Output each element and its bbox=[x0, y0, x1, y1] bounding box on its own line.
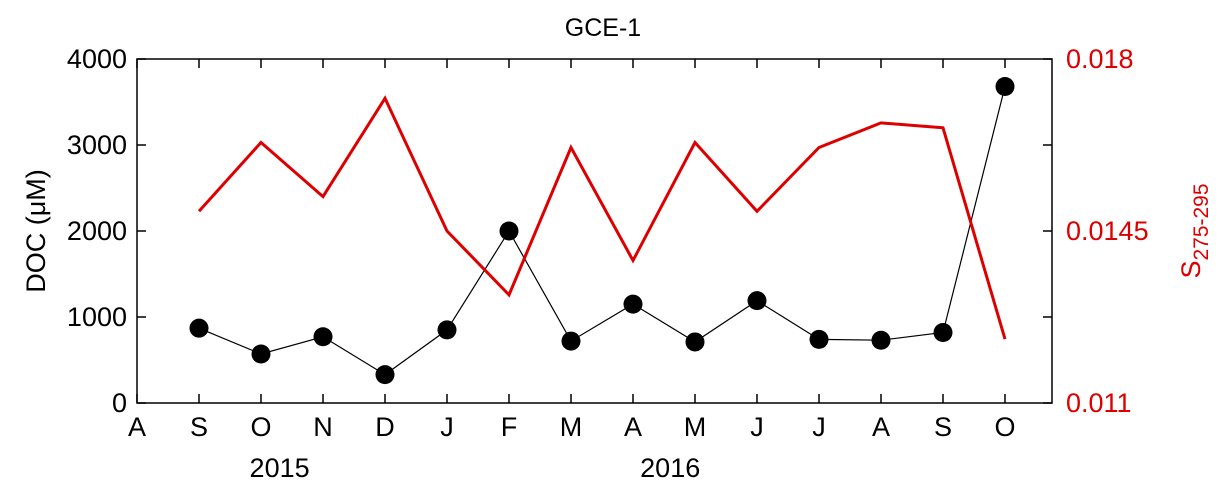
x-axis-tick-label: J bbox=[812, 412, 826, 442]
data-point-doc bbox=[685, 332, 705, 352]
data-point-doc bbox=[995, 77, 1015, 97]
data-point-doc bbox=[313, 327, 333, 347]
x-axis-tick-label: O bbox=[250, 412, 271, 442]
x-axis-tick-label: S bbox=[934, 412, 952, 442]
data-point-doc bbox=[871, 330, 891, 350]
data-point-doc bbox=[809, 329, 829, 349]
right-axis-tick-label: 0.011 bbox=[1066, 388, 1132, 418]
x-axis-tick-label: S bbox=[190, 412, 208, 442]
x-axis-tick-label: N bbox=[313, 412, 333, 442]
left-axis: 0 1000 2000 3000 4000 bbox=[67, 44, 1052, 418]
series-layer bbox=[189, 77, 1015, 385]
series-line-s275-295 bbox=[197, 95, 1007, 340]
right-axis: 0.011 0.0145 0.018 bbox=[1066, 44, 1149, 418]
series-line-doc bbox=[198, 86, 1006, 376]
x-axis-tick-label: F bbox=[501, 412, 518, 442]
left-axis-title: DOC (μM) bbox=[21, 169, 51, 293]
x-axis-tick-label: O bbox=[994, 412, 1015, 442]
right-axis-title-subscript: 275-295 bbox=[1190, 183, 1213, 260]
data-point-doc bbox=[623, 294, 643, 314]
left-axis-tick-label: 3000 bbox=[67, 130, 127, 160]
data-point-doc bbox=[747, 291, 767, 311]
x-axis-tick-label: M bbox=[560, 412, 583, 442]
data-point-doc bbox=[561, 331, 581, 351]
x-axis-tick-label: J bbox=[750, 412, 764, 442]
data-point-doc bbox=[437, 320, 457, 340]
left-axis-tick-label: 1000 bbox=[67, 302, 127, 332]
x-axis: A S O N D J F M A M J J A S O 2015 2016 bbox=[128, 59, 1016, 483]
data-point-doc bbox=[251, 344, 271, 364]
left-axis-tick-label: 0 bbox=[112, 388, 127, 418]
left-axis-tick-label: 4000 bbox=[67, 44, 127, 74]
right-axis-title-base: S bbox=[1176, 261, 1206, 279]
year-label: 2015 bbox=[250, 453, 310, 483]
x-axis-tick-label: D bbox=[375, 412, 395, 442]
right-axis-tick-label: 0.018 bbox=[1066, 44, 1134, 74]
x-axis-tick-label: A bbox=[624, 412, 642, 442]
data-point-doc bbox=[375, 365, 395, 385]
right-axis-title: S275-295 bbox=[1176, 183, 1213, 278]
x-axis-tick-label: A bbox=[872, 412, 890, 442]
chart-title: GCE-1 bbox=[565, 14, 641, 42]
x-axis-tick-label: J bbox=[440, 412, 454, 442]
data-point-doc bbox=[933, 322, 953, 342]
data-point-doc bbox=[189, 318, 209, 338]
x-axis-tick-label: M bbox=[684, 412, 707, 442]
year-label: 2016 bbox=[640, 453, 700, 483]
plot-frame bbox=[136, 58, 1053, 404]
x-axis-tick-label: A bbox=[128, 412, 146, 442]
right-axis-tick-label: 0.0145 bbox=[1066, 216, 1149, 246]
left-axis-tick-label: 2000 bbox=[67, 216, 127, 246]
data-point-doc bbox=[499, 221, 519, 241]
